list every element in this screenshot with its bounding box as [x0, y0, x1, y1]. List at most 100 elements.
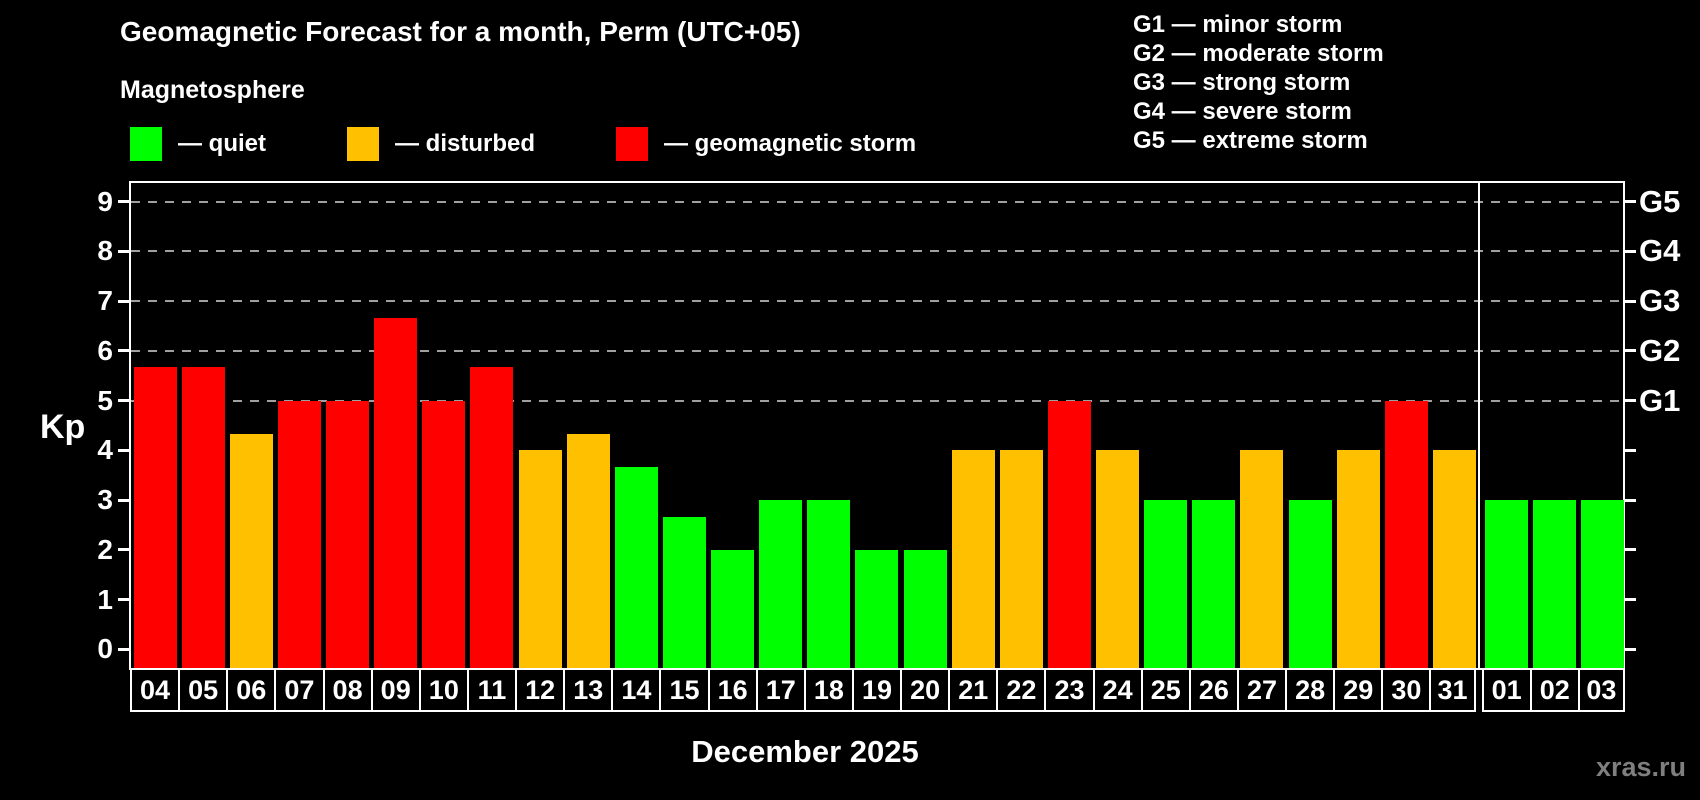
gridline-kp8 [131, 250, 1623, 253]
quiet-color-swatch [130, 127, 162, 161]
x-axis-title: December 2025 [691, 734, 919, 769]
y-axis-tick-left-0 [118, 647, 129, 651]
date-label-09: 09 [370, 668, 421, 712]
watermark: xras.ru [1595, 752, 1686, 782]
bar-day-07 [278, 401, 321, 668]
y-axis-tick-left-5 [118, 399, 129, 403]
bar-day-03 [1581, 500, 1624, 668]
date-label-02: 02 [1529, 668, 1580, 712]
bar-day-15 [663, 517, 706, 668]
date-label-15: 15 [659, 668, 710, 712]
date-label-11: 11 [466, 668, 518, 712]
date-label-19: 19 [851, 668, 903, 712]
bar-day-08 [326, 401, 369, 668]
y-tick-label-2: 2 [97, 533, 113, 565]
gridline-kp5 [131, 399, 1623, 402]
bar-day-12 [519, 450, 562, 668]
bar-day-10 [422, 401, 465, 668]
date-label-24: 24 [1092, 668, 1143, 712]
chart-subtitle: Magnetosphere [120, 76, 305, 104]
bar-day-31 [1433, 450, 1476, 668]
date-label-13: 13 [563, 668, 614, 712]
bar-day-22 [1000, 450, 1043, 668]
y-tick-label-6: 6 [97, 334, 113, 366]
bar-day-21 [952, 450, 995, 668]
date-label-12: 12 [515, 668, 566, 712]
y-axis-tick-left-3 [118, 498, 129, 502]
bar-day-26 [1192, 500, 1235, 668]
g-axis-label-g3: G3 [1639, 283, 1681, 319]
month-divider-line [1477, 183, 1480, 668]
bar-day-25 [1144, 500, 1187, 668]
y-tick-label-7: 7 [97, 285, 113, 317]
g-legend-line-g3: G3 — strong storm [1133, 69, 1351, 96]
date-label-07: 07 [274, 668, 325, 712]
bar-day-14 [615, 467, 658, 668]
chart-title: Geomagnetic Forecast for a month, Perm (… [120, 16, 801, 47]
date-label-27: 27 [1236, 668, 1288, 712]
bar-day-24 [1096, 450, 1139, 668]
g-legend-line-g1: G1 — minor storm [1133, 11, 1343, 38]
y-axis-tick-right-2 [1625, 548, 1636, 552]
y-axis-tick-left-2 [118, 548, 129, 552]
y-axis-label: Kp [40, 408, 86, 446]
storm-color-swatch [616, 127, 648, 161]
bar-day-19 [855, 550, 898, 668]
bar-day-18 [807, 500, 850, 668]
bar-day-05 [182, 367, 225, 668]
bar-day-02 [1533, 500, 1576, 668]
bar-day-30 [1385, 401, 1428, 668]
legend-item-storm: — geomagnetic storm [616, 126, 916, 162]
date-label-31: 31 [1429, 668, 1476, 712]
y-tick-label-0: 0 [97, 633, 113, 665]
bar-day-27 [1240, 450, 1283, 668]
date-label-20: 20 [900, 668, 951, 712]
date-label-18: 18 [803, 668, 854, 712]
y-tick-label-1: 1 [97, 583, 113, 615]
y-axis-tick-right-1 [1625, 598, 1636, 602]
date-label-10: 10 [418, 668, 469, 712]
legend-item-quiet: — quiet [130, 126, 266, 162]
plot-area: 0 1 2 3 4 5 6 7 8 9 G1 G2 G3 G4 G5 04 05 06 07 08 09 10 11 12 13… [97, 181, 1680, 712]
y-axis-tick-right-8 [1625, 249, 1636, 253]
g-legend-line-g2: G2 — moderate storm [1133, 40, 1384, 67]
bar-day-16 [711, 550, 754, 668]
y-tick-label-8: 8 [97, 235, 113, 267]
date-label-22: 22 [996, 668, 1047, 712]
bar-day-28 [1289, 500, 1332, 668]
bar-day-29 [1337, 450, 1380, 668]
gridline-kp7 [131, 300, 1623, 303]
legend-label-quiet: — quiet [178, 130, 266, 157]
legend-label-disturbed: — disturbed [395, 130, 536, 157]
y-axis-tick-left-6 [118, 349, 129, 353]
bar-day-09 [374, 318, 417, 668]
date-label-06: 06 [226, 668, 277, 712]
bar-day-01 [1485, 500, 1528, 668]
bar-day-23 [1048, 401, 1091, 668]
bar-day-06 [230, 434, 273, 668]
y-axis-tick-right-0 [1625, 647, 1636, 651]
y-tick-label-9: 9 [97, 185, 113, 217]
g-axis-label-g4: G4 [1639, 233, 1681, 269]
g-legend-line-g5: G5 — extreme storm [1133, 127, 1368, 154]
y-axis-tick-right-9 [1625, 200, 1636, 204]
date-label-26: 26 [1188, 668, 1239, 712]
date-label-29: 29 [1333, 668, 1384, 712]
y-tick-label-4: 4 [97, 434, 113, 466]
date-label-30: 30 [1381, 668, 1432, 712]
y-axis-tick-right-7 [1625, 299, 1636, 303]
y-axis-tick-left-1 [118, 598, 129, 602]
y-axis-tick-right-5 [1625, 399, 1636, 403]
legend-item-disturbed: — disturbed [347, 126, 535, 162]
date-label-23: 23 [1044, 668, 1095, 712]
date-label-08: 08 [322, 668, 373, 712]
y-tick-label-5: 5 [97, 384, 113, 416]
legend-label-storm: — geomagnetic storm [664, 130, 917, 157]
g-scale-legend: G1 — minor storm G2 — moderate storm G3 … [1133, 10, 1384, 155]
bar-day-11 [470, 367, 513, 668]
y-tick-label-3: 3 [97, 484, 113, 516]
date-label-17: 17 [755, 668, 806, 712]
y-axis-tick-left-7 [118, 299, 129, 303]
date-label-04: 04 [130, 668, 181, 712]
bar-day-20 [904, 550, 947, 668]
